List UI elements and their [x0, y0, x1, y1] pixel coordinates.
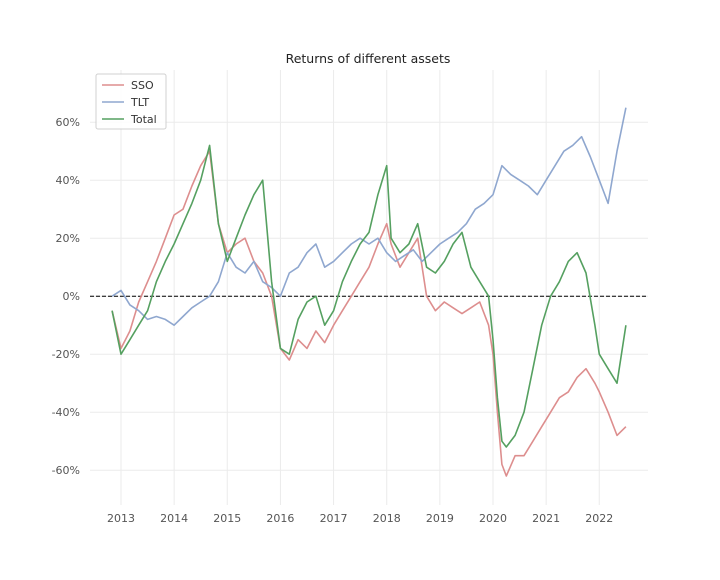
y-tick-label: -60%: [52, 464, 80, 477]
x-tick-label: 2021: [532, 512, 560, 525]
y-tick-label: 0%: [63, 290, 80, 303]
x-tick-label: 2014: [160, 512, 188, 525]
x-tick-label: 2018: [373, 512, 401, 525]
legend-label: SSO: [131, 79, 154, 92]
x-tick-label: 2017: [320, 512, 348, 525]
x-axis: 2013 2014 2015 2016 2017 2018 2019 2020 2021 2022: [107, 512, 613, 525]
legend-box: [95, 73, 167, 130]
y-axis: -60% -40% -20% 0% 20% 40% 60%: [52, 116, 80, 477]
legend: SSO TLT Total: [95, 73, 167, 130]
legend-label: TLT: [130, 96, 149, 109]
series-lines: [111, 107, 627, 477]
x-tick-label: 2016: [266, 512, 294, 525]
grid: [90, 70, 648, 505]
series-line-tlt: [111, 107, 627, 327]
y-tick-label: 40%: [56, 174, 80, 187]
series-line-sso: [111, 150, 627, 477]
x-tick-label: 2019: [426, 512, 454, 525]
y-tick-label: 20%: [56, 232, 80, 245]
chart-title: Returns of different assets: [286, 51, 451, 66]
y-tick-label: -40%: [52, 406, 80, 419]
series-line-total: [111, 144, 627, 448]
x-tick-label: 2022: [585, 512, 613, 525]
legend-label: Total: [130, 113, 157, 126]
x-tick-label: 2015: [213, 512, 241, 525]
x-tick-label: 2013: [107, 512, 135, 525]
y-tick-label: -20%: [52, 348, 80, 361]
y-tick-label: 60%: [56, 116, 80, 129]
x-tick-label: 2020: [479, 512, 507, 525]
